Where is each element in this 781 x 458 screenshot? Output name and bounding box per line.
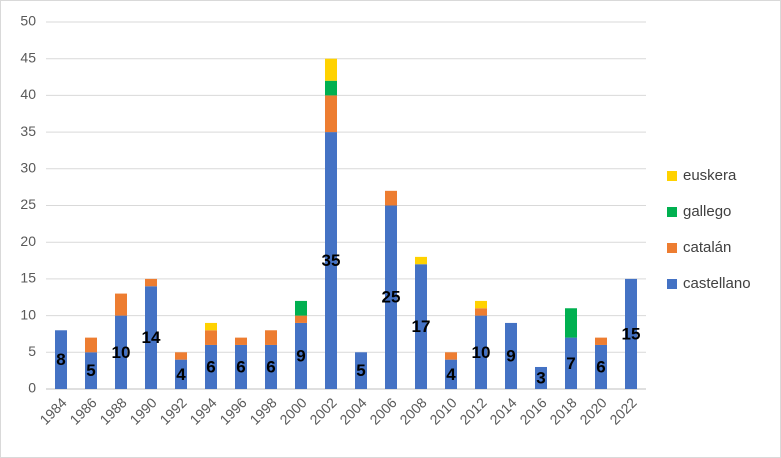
bar-segment <box>205 322 217 331</box>
y-tick-label: 20 <box>20 233 36 249</box>
bar-segment <box>475 300 487 309</box>
bar-segment <box>295 300 307 316</box>
bar-segment <box>265 330 277 345</box>
bar-segment <box>205 344 217 389</box>
data-label: 3 <box>536 368 545 387</box>
data-label: 7 <box>566 354 575 373</box>
data-label: 8 <box>56 350 65 369</box>
bar-segment <box>415 264 427 389</box>
y-tick-label: 40 <box>20 86 36 102</box>
bar-segment <box>325 80 337 96</box>
bar-segment <box>235 344 247 389</box>
y-tick-label: 25 <box>20 196 36 212</box>
bar-segment <box>115 315 127 389</box>
bar-segment <box>505 322 517 389</box>
bar-segment <box>325 132 337 389</box>
bar-segment <box>595 337 607 345</box>
bar-segment <box>385 190 397 206</box>
data-label: 14 <box>142 328 161 347</box>
data-label: 35 <box>322 251 341 270</box>
bar-segment <box>445 359 457 389</box>
data-label: 5 <box>356 361 365 380</box>
bar-segment <box>175 352 187 360</box>
bar-segment <box>355 352 367 389</box>
data-label: 15 <box>622 324 641 343</box>
bar-segment <box>205 330 217 345</box>
y-tick-label: 10 <box>20 306 36 322</box>
y-tick-label: 0 <box>28 380 36 396</box>
data-label: 17 <box>412 317 431 336</box>
y-tick-label: 35 <box>20 123 36 139</box>
data-label: 4 <box>176 365 186 384</box>
y-tick-label: 45 <box>20 49 36 65</box>
legend-swatch <box>667 171 677 181</box>
data-label: 9 <box>506 346 515 365</box>
bar-segment <box>115 293 127 316</box>
bar-segment <box>565 308 577 338</box>
bar-segment <box>295 322 307 389</box>
bar-segment <box>385 205 397 389</box>
legend-label: gallego <box>683 203 731 220</box>
bar-segment <box>325 58 337 81</box>
y-tick-label: 50 <box>20 13 36 29</box>
bar-segment <box>265 344 277 389</box>
bar-segment <box>55 330 67 389</box>
bar-segment <box>565 337 577 389</box>
data-label: 4 <box>446 365 456 384</box>
data-label: 6 <box>596 357 605 376</box>
bar-segment <box>535 366 547 389</box>
y-tick-label: 5 <box>28 343 36 359</box>
bar-segment <box>145 286 157 389</box>
legend-label: castellano <box>683 275 751 292</box>
data-label: 5 <box>86 361 95 380</box>
bar-segment <box>235 337 247 345</box>
bar-segment <box>475 308 487 316</box>
data-label: 9 <box>296 346 305 365</box>
bar-segment <box>295 315 307 323</box>
data-label: 6 <box>206 357 215 376</box>
bar-segment <box>85 352 97 389</box>
legend-swatch <box>667 207 677 217</box>
bar-segment <box>415 256 427 265</box>
bar-segment <box>625 278 637 389</box>
legend-swatch <box>667 243 677 253</box>
bar-segment <box>595 344 607 389</box>
bar-segment <box>85 337 97 353</box>
bar-segment <box>145 278 157 287</box>
data-label: 10 <box>112 343 131 362</box>
y-tick-label: 15 <box>20 270 36 286</box>
bar-segment <box>325 95 337 133</box>
data-label: 6 <box>266 357 275 376</box>
legend-label: euskera <box>683 167 737 184</box>
data-label: 6 <box>236 357 245 376</box>
bar-segment <box>475 315 487 389</box>
legend-label: catalán <box>683 239 731 256</box>
bar-segment <box>175 359 187 389</box>
bar-segment <box>445 352 457 360</box>
y-tick-label: 30 <box>20 160 36 176</box>
data-label: 25 <box>382 288 401 307</box>
legend-swatch <box>667 279 677 289</box>
data-label: 10 <box>472 343 491 362</box>
